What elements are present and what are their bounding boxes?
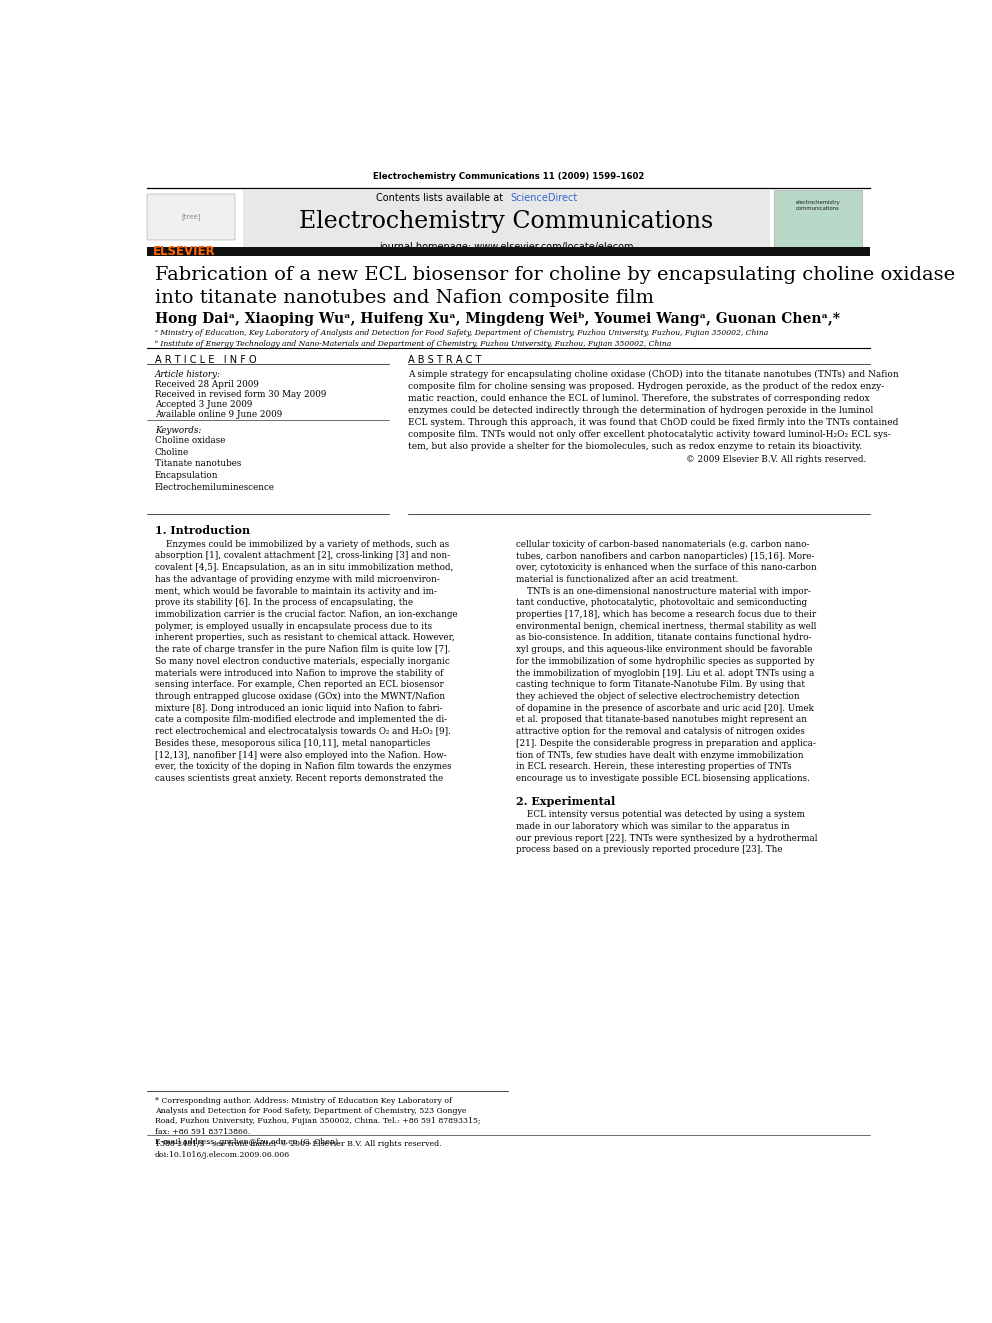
Text: © 2009 Elsevier B.V. All rights reserved.: © 2009 Elsevier B.V. All rights reserved… — [685, 455, 866, 464]
Text: E-mail address: gnchen@fzu.edu.cn (G. Chen).: E-mail address: gnchen@fzu.edu.cn (G. Ch… — [155, 1138, 340, 1146]
Text: Accepted 3 June 2009: Accepted 3 June 2009 — [155, 400, 252, 409]
Text: A R T I C L E   I N F O: A R T I C L E I N F O — [155, 356, 256, 365]
Text: the immobilization of myoglobin [19]. Liu et al. adopt TNTs using a: the immobilization of myoglobin [19]. Li… — [516, 668, 814, 677]
Text: journal homepage: www.elsevier.com/locate/elecom: journal homepage: www.elsevier.com/locat… — [379, 242, 633, 253]
Text: Fabrication of a new ECL biosensor for choline by encapsulating choline oxidase
: Fabrication of a new ECL biosensor for c… — [155, 266, 955, 307]
Text: immobilization carrier is the crucial factor. Nafion, an ion-exchange: immobilization carrier is the crucial fa… — [155, 610, 457, 619]
Text: absorption [1], covalent attachment [2], cross-linking [3] and non-: absorption [1], covalent attachment [2],… — [155, 552, 450, 561]
Text: A simple strategy for encapsulating choline oxidase (ChOD) into the titanate nan: A simple strategy for encapsulating chol… — [409, 369, 899, 378]
Text: covalent [4,5]. Encapsulation, as an in situ immobilization method,: covalent [4,5]. Encapsulation, as an in … — [155, 564, 453, 572]
Text: properties [17,18], which has become a research focus due to their: properties [17,18], which has become a r… — [516, 610, 816, 619]
Text: Contents lists available at: Contents lists available at — [376, 193, 506, 204]
Text: enzymes could be detected indirectly through the determination of hydrogen perox: enzymes could be detected indirectly thr… — [409, 406, 874, 414]
Text: electrochemistry
communications: electrochemistry communications — [796, 200, 840, 210]
Text: Analysis and Detection for Food Safety, Department of Chemistry, 523 Gongye: Analysis and Detection for Food Safety, … — [155, 1107, 466, 1115]
Text: Electrochemiluminescence: Electrochemiluminescence — [155, 483, 275, 492]
Text: fax: +86 591 83713866.: fax: +86 591 83713866. — [155, 1127, 250, 1135]
Text: of dopamine in the presence of ascorbate and uric acid [20]. Umek: of dopamine in the presence of ascorbate… — [516, 704, 814, 713]
Text: xyl groups, and this aqueous-like environment should be favorable: xyl groups, and this aqueous-like enviro… — [516, 646, 812, 654]
Text: tubes, carbon nanofibers and carbon nanoparticles) [15,16]. More-: tubes, carbon nanofibers and carbon nano… — [516, 552, 814, 561]
Text: as bio-consistence. In addition, titanate contains functional hydro-: as bio-consistence. In addition, titanat… — [516, 634, 811, 643]
Text: ment, which would be favorable to maintain its activity and im-: ment, which would be favorable to mainta… — [155, 586, 436, 595]
Text: material is functionalized after an acid treatment.: material is functionalized after an acid… — [516, 576, 738, 583]
Text: Available online 9 June 2009: Available online 9 June 2009 — [155, 410, 282, 419]
Text: composite film for choline sensing was proposed. Hydrogen peroxide, as the produ: composite film for choline sensing was p… — [409, 381, 885, 390]
Text: TNTs is an one-dimensional nanostructure material with impor-: TNTs is an one-dimensional nanostructure… — [516, 586, 811, 595]
Text: encourage us to investigate possible ECL biosensing applications.: encourage us to investigate possible ECL… — [516, 774, 809, 783]
Text: Besides these, mesoporous silica [10,11], metal nanoparticles: Besides these, mesoporous silica [10,11]… — [155, 740, 431, 747]
FancyBboxPatch shape — [774, 191, 862, 254]
Text: for the immobilization of some hydrophilic species as supported by: for the immobilization of some hydrophil… — [516, 658, 814, 665]
Text: Choline oxidase: Choline oxidase — [155, 435, 225, 445]
Text: composite film. TNTs would not only offer excellent photocatalytic activity towa: composite film. TNTs would not only offe… — [409, 430, 891, 439]
Text: Choline: Choline — [155, 447, 189, 456]
Text: attractive option for the removal and catalysis of nitrogen oxides: attractive option for the removal and ca… — [516, 728, 805, 736]
Text: the rate of charge transfer in the pure Nafion film is quite low [7].: the rate of charge transfer in the pure … — [155, 646, 450, 654]
FancyBboxPatch shape — [147, 247, 870, 255]
Text: has the advantage of providing enzyme with mild microenviron-: has the advantage of providing enzyme wi… — [155, 576, 439, 583]
Text: ScienceDirect: ScienceDirect — [511, 193, 578, 204]
Text: So many novel electron conductive materials, especially inorganic: So many novel electron conductive materi… — [155, 658, 449, 665]
Text: * Corresponding author. Address: Ministry of Education Key Laboratory of: * Corresponding author. Address: Ministr… — [155, 1097, 451, 1105]
FancyBboxPatch shape — [243, 191, 770, 249]
Text: tion of TNTs, few studies have dealt with enzyme immobilization: tion of TNTs, few studies have dealt wit… — [516, 750, 804, 759]
Text: prove its stability [6]. In the process of encapsulating, the: prove its stability [6]. In the process … — [155, 598, 413, 607]
Text: environmental benign, chemical inertness, thermal stability as well: environmental benign, chemical inertness… — [516, 622, 816, 631]
Text: 2. Experimental: 2. Experimental — [516, 796, 615, 807]
Text: tant conductive, photocatalytic, photovoltaic and semiconducting: tant conductive, photocatalytic, photovo… — [516, 598, 807, 607]
Text: Enzymes could be immobilized by a variety of methods, such as: Enzymes could be immobilized by a variet… — [155, 540, 449, 549]
Text: rect electrochemical and electrocatalysis towards O₂ and H₂O₂ [9].: rect electrochemical and electrocatalysi… — [155, 728, 450, 736]
Text: Received 28 April 2009: Received 28 April 2009 — [155, 380, 259, 389]
Text: causes scientists great anxiety. Recent reports demonstrated the: causes scientists great anxiety. Recent … — [155, 774, 443, 783]
Text: et al. proposed that titanate-based nanotubes might represent an: et al. proposed that titanate-based nano… — [516, 716, 807, 725]
Text: A B S T R A C T: A B S T R A C T — [409, 356, 482, 365]
Text: polymer, is employed usually in encapsulate process due to its: polymer, is employed usually in encapsul… — [155, 622, 432, 631]
Text: over, cytotoxicity is enhanced when the surface of this nano-carbon: over, cytotoxicity is enhanced when the … — [516, 564, 816, 572]
Text: Hong Daiᵃ, Xiaoping Wuᵃ, Huifeng Xuᵃ, Mingdeng Weiᵇ, Youmei Wangᵃ, Guonan Chenᵃ,: Hong Daiᵃ, Xiaoping Wuᵃ, Huifeng Xuᵃ, Mi… — [155, 312, 840, 325]
Text: materials were introduced into Nafion to improve the stability of: materials were introduced into Nafion to… — [155, 668, 443, 677]
Text: mixture [8]. Dong introduced an ionic liquid into Nafion to fabri-: mixture [8]. Dong introduced an ionic li… — [155, 704, 442, 713]
Text: inherent properties, such as resistant to chemical attack. However,: inherent properties, such as resistant t… — [155, 634, 454, 643]
Text: in ECL research. Herein, these interesting properties of TNTs: in ECL research. Herein, these interesti… — [516, 762, 792, 771]
Text: Titanate nanotubes: Titanate nanotubes — [155, 459, 241, 468]
Text: Electrochemistry Communications: Electrochemistry Communications — [299, 209, 713, 233]
Text: 1388-2481/$ - see front matter © 2009 Elsevier B.V. All rights reserved.: 1388-2481/$ - see front matter © 2009 El… — [155, 1140, 441, 1148]
Text: [12,13], nanofiber [14] were also employed into the Nafion. How-: [12,13], nanofiber [14] were also employ… — [155, 750, 446, 759]
Text: ᵇ Institute of Energy Technology and Nano-Materials and Department of Chemistry,: ᵇ Institute of Energy Technology and Nan… — [155, 340, 671, 348]
Text: process based on a previously reported procedure [23]. The: process based on a previously reported p… — [516, 845, 783, 855]
FancyBboxPatch shape — [147, 194, 235, 241]
Text: Article history:: Article history: — [155, 369, 221, 378]
Text: ECL intensity versus potential was detected by using a system: ECL intensity versus potential was detec… — [516, 810, 806, 819]
Text: Electrochemistry Communications 11 (2009) 1599–1602: Electrochemistry Communications 11 (2009… — [373, 172, 644, 181]
Text: ELSEVIER: ELSEVIER — [153, 245, 216, 258]
Text: casting technique to form Titanate-Nanotube Film. By using that: casting technique to form Titanate-Nanot… — [516, 680, 805, 689]
Text: sensing interface. For example, Chen reported an ECL biosensor: sensing interface. For example, Chen rep… — [155, 680, 443, 689]
Text: ECL system. Through this approach, it was found that ChOD could be fixed firmly : ECL system. Through this approach, it wa… — [409, 418, 899, 427]
Text: Road, Fuzhou University, Fuzhou, Fujian 350002, China. Tel.: +86 591 87893315;: Road, Fuzhou University, Fuzhou, Fujian … — [155, 1118, 480, 1126]
Text: tem, but also provide a shelter for the biomolecules, such as redox enzyme to re: tem, but also provide a shelter for the … — [409, 442, 863, 451]
Text: ᵃ Ministry of Education, Key Laboratory of Analysis and Detection for Food Safet: ᵃ Ministry of Education, Key Laboratory … — [155, 329, 768, 337]
Text: 1. Introduction: 1. Introduction — [155, 525, 250, 537]
Text: Keywords:: Keywords: — [155, 426, 201, 435]
Text: made in our laboratory which was similar to the apparatus in: made in our laboratory which was similar… — [516, 822, 790, 831]
Text: through entrapped glucose oxidase (GOx) into the MWNT/Nafion: through entrapped glucose oxidase (GOx) … — [155, 692, 444, 701]
Text: cellular toxicity of carbon-based nanomaterials (e.g. carbon nano-: cellular toxicity of carbon-based nanoma… — [516, 540, 809, 549]
Text: [tree]: [tree] — [182, 213, 200, 220]
Text: they achieved the object of selective electrochemistry detection: they achieved the object of selective el… — [516, 692, 800, 701]
Text: Received in revised form 30 May 2009: Received in revised form 30 May 2009 — [155, 390, 326, 400]
Text: [21]. Despite the considerable progress in preparation and applica-: [21]. Despite the considerable progress … — [516, 740, 816, 747]
Text: matic reaction, could enhance the ECL of luminol. Therefore, the substrates of c: matic reaction, could enhance the ECL of… — [409, 394, 870, 402]
Text: Encapsulation: Encapsulation — [155, 471, 218, 480]
Text: ever, the toxicity of the doping in Nafion film towards the enzymes: ever, the toxicity of the doping in Nafi… — [155, 762, 451, 771]
Text: doi:10.1016/j.elecom.2009.06.006: doi:10.1016/j.elecom.2009.06.006 — [155, 1151, 290, 1159]
Text: our previous report [22]. TNTs were synthesized by a hydrothermal: our previous report [22]. TNTs were synt… — [516, 833, 817, 843]
Text: cate a composite film-modified electrode and implemented the di-: cate a composite film-modified electrode… — [155, 716, 447, 725]
